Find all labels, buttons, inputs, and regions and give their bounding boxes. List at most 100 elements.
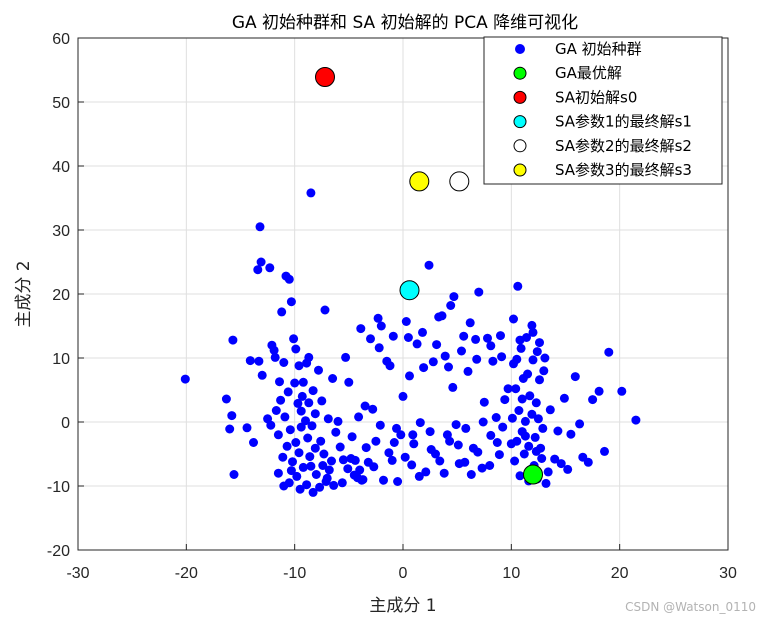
- ga-population-point: [371, 436, 381, 446]
- ga-population-point: [563, 464, 573, 474]
- y-tick-label: 0: [61, 415, 70, 432]
- ga-population-point: [444, 362, 453, 372]
- ga-population-point: [284, 478, 294, 488]
- ga-population-point: [291, 344, 301, 354]
- x-tick-label: 0: [399, 565, 408, 582]
- highlight-point-sa-s2: [449, 171, 470, 192]
- ga-population-point: [317, 396, 327, 406]
- ga-population-point: [527, 409, 537, 419]
- y-tick-label: 60: [52, 31, 70, 48]
- ga-population-point: [457, 346, 466, 356]
- ga-population-point: [266, 420, 276, 430]
- ga-population-point: [485, 461, 495, 470]
- ga-population-point: [453, 440, 463, 450]
- ga-population-point: [289, 334, 299, 344]
- ga-population-point: [401, 317, 411, 326]
- ga-population-point: [366, 334, 375, 344]
- ga-population-point: [575, 419, 585, 429]
- ga-population-point: [229, 470, 239, 479]
- ga-population-point: [517, 427, 527, 437]
- ga-population-point: [343, 464, 353, 474]
- ga-population-point: [291, 438, 301, 447]
- ga-population-point: [510, 456, 520, 466]
- ga-population-point: [516, 343, 526, 353]
- ga-population-point: [360, 401, 370, 411]
- ga-population-point: [318, 461, 328, 470]
- legend-entry: GA最优解: [555, 64, 622, 82]
- ga-population-point: [486, 341, 496, 351]
- ga-population-point: [471, 334, 481, 344]
- ga-population-point: [375, 420, 385, 430]
- ga-population-point: [556, 459, 566, 469]
- ga-population-point: [509, 314, 518, 324]
- ga-population-point: [320, 305, 330, 315]
- ga-population-point: [515, 471, 525, 481]
- x-tick-label: 10: [502, 565, 520, 582]
- ga-population-point: [474, 287, 484, 297]
- ga-population-point: [530, 432, 540, 442]
- ga-population-point: [539, 366, 549, 376]
- ga-population-point: [227, 411, 237, 421]
- ga-population-point: [461, 423, 471, 433]
- y-tick-label: -10: [47, 479, 70, 496]
- ga-population-point: [403, 333, 413, 342]
- ga-population-point: [294, 361, 304, 371]
- ga-population-point: [472, 354, 482, 364]
- ga-population-point: [304, 352, 314, 362]
- ga-population-point: [604, 347, 614, 357]
- ga-population-point: [528, 327, 538, 337]
- ga-population-point: [517, 394, 527, 404]
- ga-population-point: [296, 422, 306, 432]
- ga-population-point: [617, 386, 627, 396]
- ga-population-point: [373, 313, 383, 323]
- ga-population-point: [393, 477, 403, 486]
- watermark: CSDN @Watson_0110: [625, 600, 756, 614]
- ga-population-point: [536, 443, 546, 453]
- ga-population-point: [421, 467, 431, 477]
- ga-population-point: [283, 387, 293, 397]
- ga-population-point: [292, 471, 302, 481]
- ga-population-point: [497, 352, 507, 362]
- y-tick-label: 30: [52, 223, 70, 240]
- ga-population-point: [276, 395, 286, 405]
- ga-population-point: [409, 439, 419, 449]
- highlight-points: [315, 67, 543, 485]
- ga-population-point: [308, 386, 318, 396]
- ga-population-point: [257, 370, 267, 380]
- ga-population-point: [545, 405, 555, 415]
- ga-population-point: [463, 366, 473, 376]
- ga-population-point: [498, 422, 508, 432]
- ga-population-point: [531, 398, 541, 408]
- ga-population-point: [387, 455, 397, 465]
- ga-population-point: [356, 324, 366, 334]
- ga-population-point: [286, 466, 296, 476]
- ga-population-point: [550, 454, 560, 464]
- data-points: [180, 188, 641, 497]
- ga-population-point: [338, 455, 348, 465]
- ga-population-point: [275, 377, 284, 387]
- ga-population-point: [525, 391, 535, 401]
- ga-population-point: [296, 406, 306, 416]
- ga-population-point: [425, 427, 435, 437]
- ga-population-point: [459, 331, 469, 341]
- ga-population-point: [465, 318, 475, 328]
- ga-population-point: [306, 188, 316, 198]
- ga-population-point: [418, 327, 427, 337]
- ga-population-point: [448, 382, 458, 392]
- ga-population-point: [492, 438, 502, 447]
- ga-population-point: [357, 475, 367, 485]
- ga-population-point: [277, 307, 287, 317]
- ga-population-point: [392, 423, 401, 433]
- ga-population-point: [245, 356, 255, 366]
- x-axis-ticks: -30 -20 -10 0 10 20 30: [66, 544, 737, 582]
- ga-population-point: [435, 456, 445, 466]
- ga-population-point: [477, 463, 487, 473]
- ga-population-point: [333, 416, 343, 426]
- ga-population-point: [308, 487, 318, 497]
- ga-population-point: [310, 443, 320, 453]
- legend-marker: [513, 163, 527, 177]
- ga-population-point: [445, 436, 455, 446]
- ga-population-point: [324, 465, 334, 475]
- ga-population-point: [311, 470, 321, 479]
